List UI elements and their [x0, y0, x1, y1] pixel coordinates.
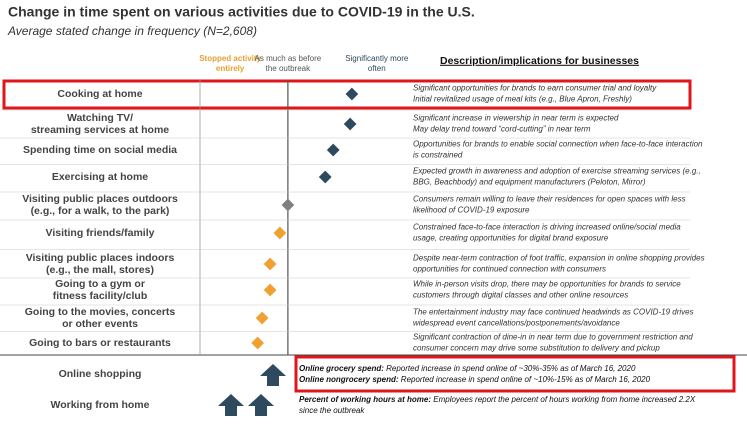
x-tick-label: As much as before the outbreak [254, 54, 322, 73]
category-label: (e.g., for a walk, to the park) [31, 205, 170, 217]
category-label: Going to a gym or [55, 278, 145, 290]
category-label: Going to the movies, concerts [25, 306, 176, 318]
description: Consumers remain willing to leave their … [413, 195, 686, 204]
note-bold: Online nongrocery spend: [299, 375, 399, 384]
category-label: fitness facility/club [53, 290, 148, 302]
note-text: since the outbreak [299, 406, 365, 415]
arrow-icon [248, 394, 274, 416]
description: Constrained face-to-face interaction is … [413, 223, 681, 232]
note-text: Reported increase in spend online of ~30… [384, 364, 636, 373]
category-label: (e.g., the mall, stores) [46, 264, 154, 276]
diamond-marker [263, 257, 277, 271]
x-tick-label: Significantly more often [345, 54, 409, 73]
diamond-marker [343, 117, 357, 131]
category-label: Visiting public places outdoors [22, 193, 178, 205]
category-label: Spending time on social media [23, 144, 177, 156]
description: BBG, Beachbody) and equipment manufactur… [413, 178, 646, 187]
note-text: Employees report the percent of hours wo… [431, 395, 696, 404]
chart-subtitle: Average stated change in frequency (N=2,… [7, 24, 257, 38]
row-label: Online shopping [59, 368, 142, 380]
chart-title: Change in time spent on various activiti… [8, 4, 475, 20]
row-label: Working from home [51, 399, 150, 411]
note: Online grocery spend: Reported increase … [299, 364, 636, 373]
note: Online nongrocery spend: Reported increa… [299, 375, 651, 384]
description: likelihood of COVID-19 exposure [413, 206, 530, 215]
category-label: Visiting friends/family [46, 227, 155, 239]
description: Significant opportunities for brands to … [413, 84, 657, 93]
description: The entertainment industry may face cont… [413, 308, 694, 317]
category-label: Exercising at home [52, 171, 148, 183]
note-bold: Percent of working hours at home: [299, 395, 431, 404]
diamond-marker [251, 336, 265, 350]
description: Significant increase in viewership in ne… [413, 114, 619, 123]
note-bold: Online grocery spend: [299, 364, 384, 373]
category-label: streaming services at home [31, 124, 169, 136]
description: usage, creating opportunities for digita… [413, 234, 609, 243]
category-label: Going to bars or restaurants [29, 337, 171, 349]
description: widespread event cancellations/postponem… [413, 319, 620, 328]
note: Percent of working hours at home: Employ… [299, 395, 696, 404]
diamond-marker [345, 87, 359, 101]
description: While in-person visits drop, there may b… [413, 280, 681, 289]
column-header: Description/implications for businesses [440, 55, 639, 67]
category-label: or other events [62, 318, 138, 330]
description: Expected growth in awareness and adoptio… [413, 167, 701, 176]
diamond-marker [281, 198, 295, 212]
diamond-marker [318, 170, 332, 184]
category-label: Visiting public places indoors [26, 252, 175, 264]
diamond-marker [326, 143, 340, 157]
diamond-marker [255, 311, 269, 325]
category-label: Watching TV/ [67, 112, 133, 124]
diamond-marker [263, 283, 277, 297]
description: May delay trend toward “cord-cutting” in… [413, 125, 591, 134]
arrow-icons [218, 364, 286, 416]
description: opportunities for continued connection w… [413, 265, 606, 274]
diamond-marker [273, 226, 287, 240]
description: customers through digital classes and ot… [413, 291, 628, 300]
description: Initial revitalized usage of meal kits (… [413, 95, 632, 104]
arrow-icon [260, 364, 286, 386]
description: Despite near-term contraction of foot tr… [413, 254, 705, 263]
note-text: Reported increase in spend online of ~10… [399, 375, 651, 384]
description: consumer concern may drive some substitu… [413, 344, 660, 353]
description: Significant contraction of dine-in in ne… [413, 333, 693, 342]
category-label: Cooking at home [57, 88, 142, 100]
highlight-box [2, 79, 692, 110]
description: Opportunities for brands to enable socia… [413, 140, 703, 149]
note: since the outbreak [299, 406, 365, 415]
description: is constrained [413, 151, 463, 160]
x-tick-label: Stopped activity entirely [199, 54, 261, 73]
arrow-icon [218, 394, 244, 416]
highlight-box [294, 355, 736, 393]
